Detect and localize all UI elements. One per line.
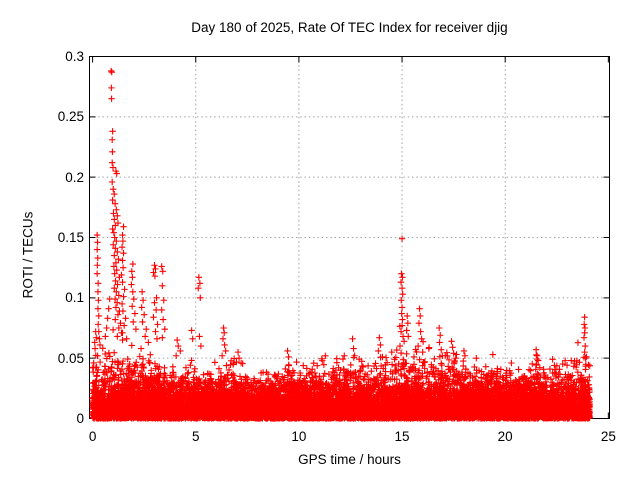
x-tick-label: 15 [394,429,410,444]
y-tick-label: 0.2 [65,169,84,185]
y-tick-label: 0.15 [57,230,84,245]
x-tick-label: 20 [497,429,513,444]
y-tick-label: 0.3 [65,49,84,64]
y-tick-label: 0.25 [57,109,84,125]
chart-title: Day 180 of 2025, Rate Of TEC Index for r… [191,20,508,35]
y-tick-label: 0.05 [57,350,84,366]
x-tick-label: 10 [291,429,307,444]
y-tick-label: 0 [76,411,84,426]
y-tick-label: 0.1 [65,290,84,306]
x-tick-label: 5 [191,429,200,444]
x-tick-label: 0 [88,429,97,444]
y-axis-label: ROTI / TECUs [20,211,36,299]
x-axis-label: GPS time / hours [298,452,401,467]
x-tick-label: 25 [600,429,616,444]
